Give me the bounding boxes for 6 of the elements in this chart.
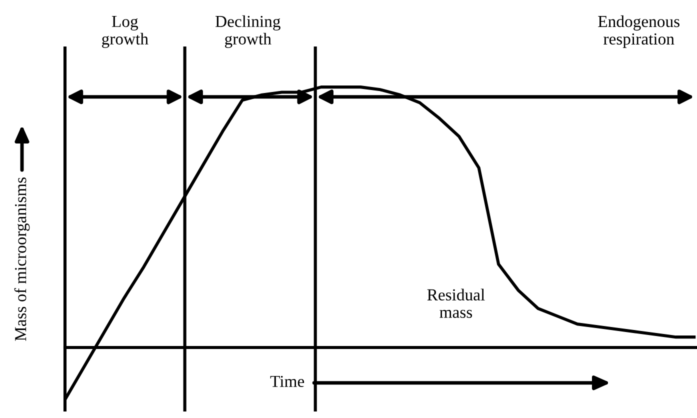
annotation: Residual mass bbox=[427, 288, 485, 318]
text: Declining growth bbox=[215, 15, 280, 48]
text: Log growth bbox=[102, 16, 148, 48]
y-axis-title: Mass of microorganisms bbox=[14, 178, 30, 341]
x-axis-title: Time bbox=[270, 376, 304, 388]
text: Endogenous respiration bbox=[598, 15, 680, 48]
